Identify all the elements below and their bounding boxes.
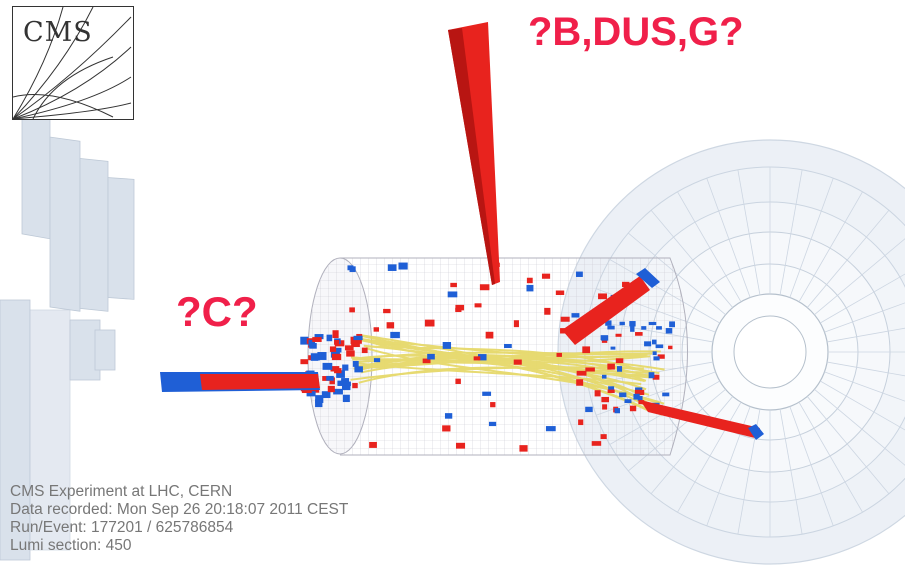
info-experiment: CMS Experiment at LHC, CERN (10, 483, 233, 500)
tracks (350, 334, 665, 416)
cms-logo: CMS (12, 6, 134, 120)
jets (160, 22, 764, 440)
forward-detector (0, 113, 135, 561)
info-run-event: Run/Event: 177201 / 625786854 (10, 519, 234, 536)
jet-label-c: ?C? (176, 288, 258, 335)
cms-logo-text: CMS (23, 17, 93, 48)
jet-label-bdusg: ?B,DUS,G? (528, 10, 744, 54)
info-lumi: Lumi section: 450 (10, 537, 132, 554)
event-info: CMS Experiment at LHC, CERN Data recorde… (10, 483, 348, 555)
cms-logo-graphic (13, 7, 132, 119)
info-date: Data recorded: Mon Sep 26 20:18:07 2011 … (10, 501, 349, 518)
